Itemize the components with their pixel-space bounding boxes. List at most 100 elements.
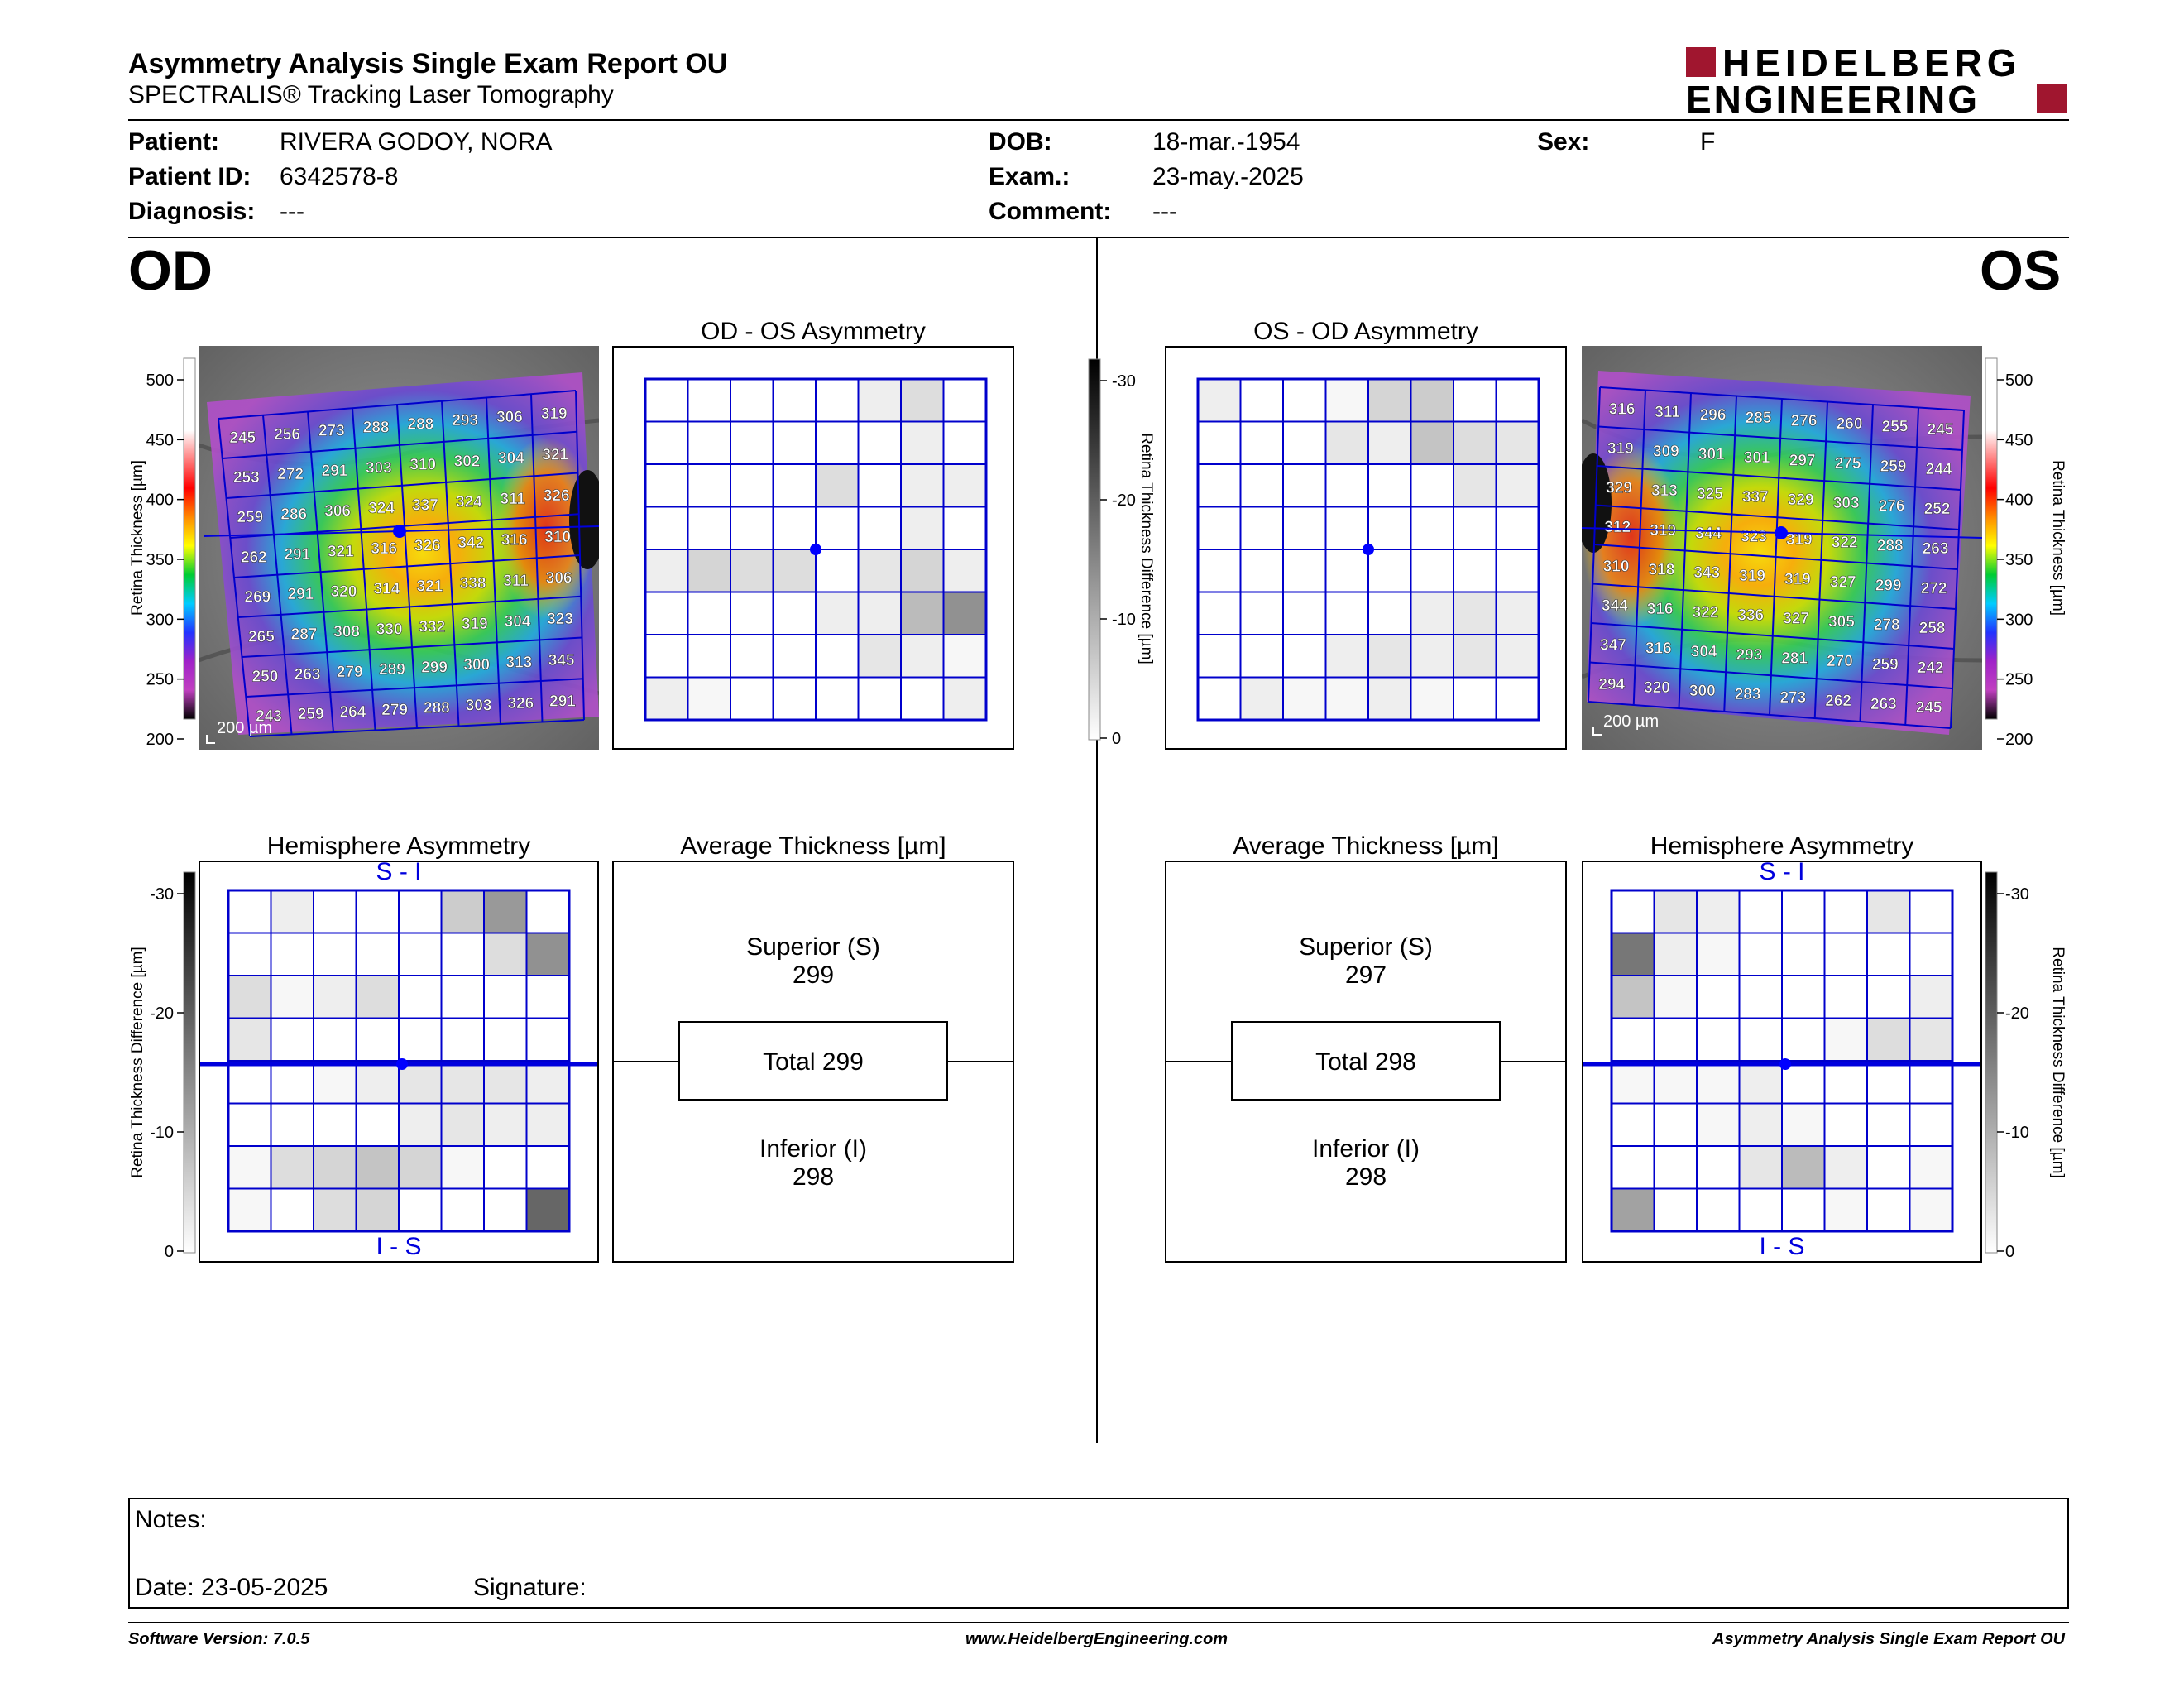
os-thickness-scale-title: Retina Thickness [µm]	[2049, 460, 2067, 616]
dob: 18-mar.-1954	[1152, 128, 1300, 156]
grid-cell	[1909, 1187, 1953, 1232]
thickness-value: 262	[1825, 693, 1851, 710]
patient-name: RIVERA GODOY, NORA	[280, 128, 553, 156]
grid-cell	[1367, 634, 1412, 679]
thickness-value: 252	[1924, 501, 1951, 518]
thickness-value: 309	[1653, 444, 1679, 461]
logo-square-icon	[1686, 47, 1716, 77]
grid-cell	[942, 506, 987, 550]
grid-cell	[1653, 1017, 1698, 1062]
thickness-value: 310	[410, 456, 436, 473]
grid-cell	[687, 634, 731, 679]
grid-cell	[1823, 1187, 1868, 1232]
thickness-value: 245	[229, 429, 256, 447]
map-grid-line	[1813, 401, 1828, 719]
grid-cell	[1367, 463, 1412, 508]
thickness-value: 332	[419, 618, 445, 635]
grid-cell	[1495, 549, 1540, 593]
grid-cell	[1696, 1187, 1741, 1232]
grid-cell	[730, 378, 774, 423]
grid-cell	[1367, 506, 1412, 550]
map-grid-line	[441, 400, 460, 727]
thickness-value: 304	[505, 613, 531, 631]
report-subtitle: SPECTRALIS® Tracking Laser Tomography	[128, 81, 614, 108]
grid-cell	[1239, 378, 1284, 423]
thickness-value: 291	[549, 693, 576, 710]
scale-tick-label: 250	[146, 671, 174, 689]
os-asym-panel	[1165, 346, 1567, 750]
grid-cell	[1495, 463, 1540, 508]
od-hemi-diff-scale: -30 -20 -10 0 Retina Thickness Difference […	[129, 871, 196, 1261]
grid-cell	[1410, 549, 1454, 593]
grid-cell	[483, 1060, 528, 1105]
grid-cell	[440, 1145, 485, 1190]
os-superior-label: Superior (S)	[1299, 933, 1433, 961]
grid-cell	[1823, 1102, 1868, 1147]
grid-cell	[1823, 1145, 1868, 1190]
map-grid-line	[246, 678, 583, 698]
grid-cell	[942, 420, 987, 465]
grid-cell	[942, 463, 987, 508]
thickness-value: 259	[237, 509, 263, 526]
scale-bar-icon	[206, 735, 215, 744]
thickness-value: 337	[412, 496, 438, 514]
footer-url[interactable]: www.HeidelbergEngineering.com	[965, 1630, 1228, 1648]
grid-cell	[1410, 676, 1454, 721]
grid-cell	[1696, 975, 1741, 1019]
od-thickness-scale: 500 450 400 350 300 250 200 Retina Thickness […	[129, 357, 196, 749]
grid-cell	[525, 1187, 570, 1232]
od-asym-title: OD - OS Asymmetry	[701, 318, 926, 345]
grid-cell	[644, 378, 689, 423]
thickness-value: 299	[421, 659, 448, 676]
thickness-value: 319	[1739, 568, 1765, 585]
grid-cell	[525, 975, 570, 1019]
thickness-value: 330	[376, 621, 403, 638]
os-inferior-label: Inferior (I)	[1311, 1135, 1420, 1163]
grid-cell	[1495, 378, 1540, 423]
fovea-marker-icon	[810, 544, 821, 555]
notes-box: Notes: Date: 23-05-2025 Signature:	[128, 1498, 2069, 1609]
os-hemi-bottom-label: I - S	[1759, 1233, 1805, 1260]
grid-border	[227, 889, 571, 1233]
thickness-value: 276	[1879, 498, 1905, 516]
grid-cell	[398, 1145, 443, 1190]
thickness-value: 310	[544, 529, 571, 546]
thickness-value: 301	[1698, 446, 1725, 463]
grid-cell	[772, 591, 817, 635]
map-grid-line	[233, 554, 581, 578]
grid-cell	[1653, 1102, 1698, 1147]
grid-cell	[1239, 463, 1284, 508]
grid-cell	[355, 975, 400, 1019]
grid-cell	[1239, 506, 1284, 550]
grid-cell	[1453, 591, 1497, 635]
thickness-value: 259	[1872, 656, 1899, 674]
grid-cell	[1197, 591, 1242, 635]
thickness-value: 288	[408, 415, 434, 433]
grid-cell	[1367, 420, 1412, 465]
map-grid-line	[575, 390, 585, 721]
os-inferior-value: 298	[1344, 1163, 1387, 1191]
grid-cell	[398, 890, 443, 934]
scale-tick-label: 350	[2005, 551, 2033, 569]
thickness-value: 316	[1647, 601, 1674, 618]
thickness-value: 312	[1604, 519, 1631, 536]
grid-cell	[270, 932, 314, 976]
grid-cell	[525, 1102, 570, 1147]
os-hemi-top-label: S - I	[1759, 858, 1805, 885]
grid-cell	[815, 676, 860, 721]
grid-cell	[1738, 1187, 1783, 1232]
grid-cell	[1866, 1060, 1911, 1105]
grid-cell	[644, 676, 689, 721]
grid-cell	[1453, 676, 1497, 721]
grid-cell	[815, 634, 860, 679]
thickness-value: 259	[298, 706, 324, 723]
grid-cell	[525, 1060, 570, 1105]
grid-cell	[228, 1017, 272, 1062]
grid-cell	[815, 420, 860, 465]
thickness-value: 272	[277, 466, 304, 483]
scale-tick-label: -30	[2005, 885, 2029, 904]
os-hemi-panel: S - I I - S	[1582, 858, 1982, 1263]
thickness-value: 303	[466, 698, 492, 715]
scale-tick-label: -30	[150, 885, 174, 904]
thickness-value: 263	[1870, 696, 1897, 713]
